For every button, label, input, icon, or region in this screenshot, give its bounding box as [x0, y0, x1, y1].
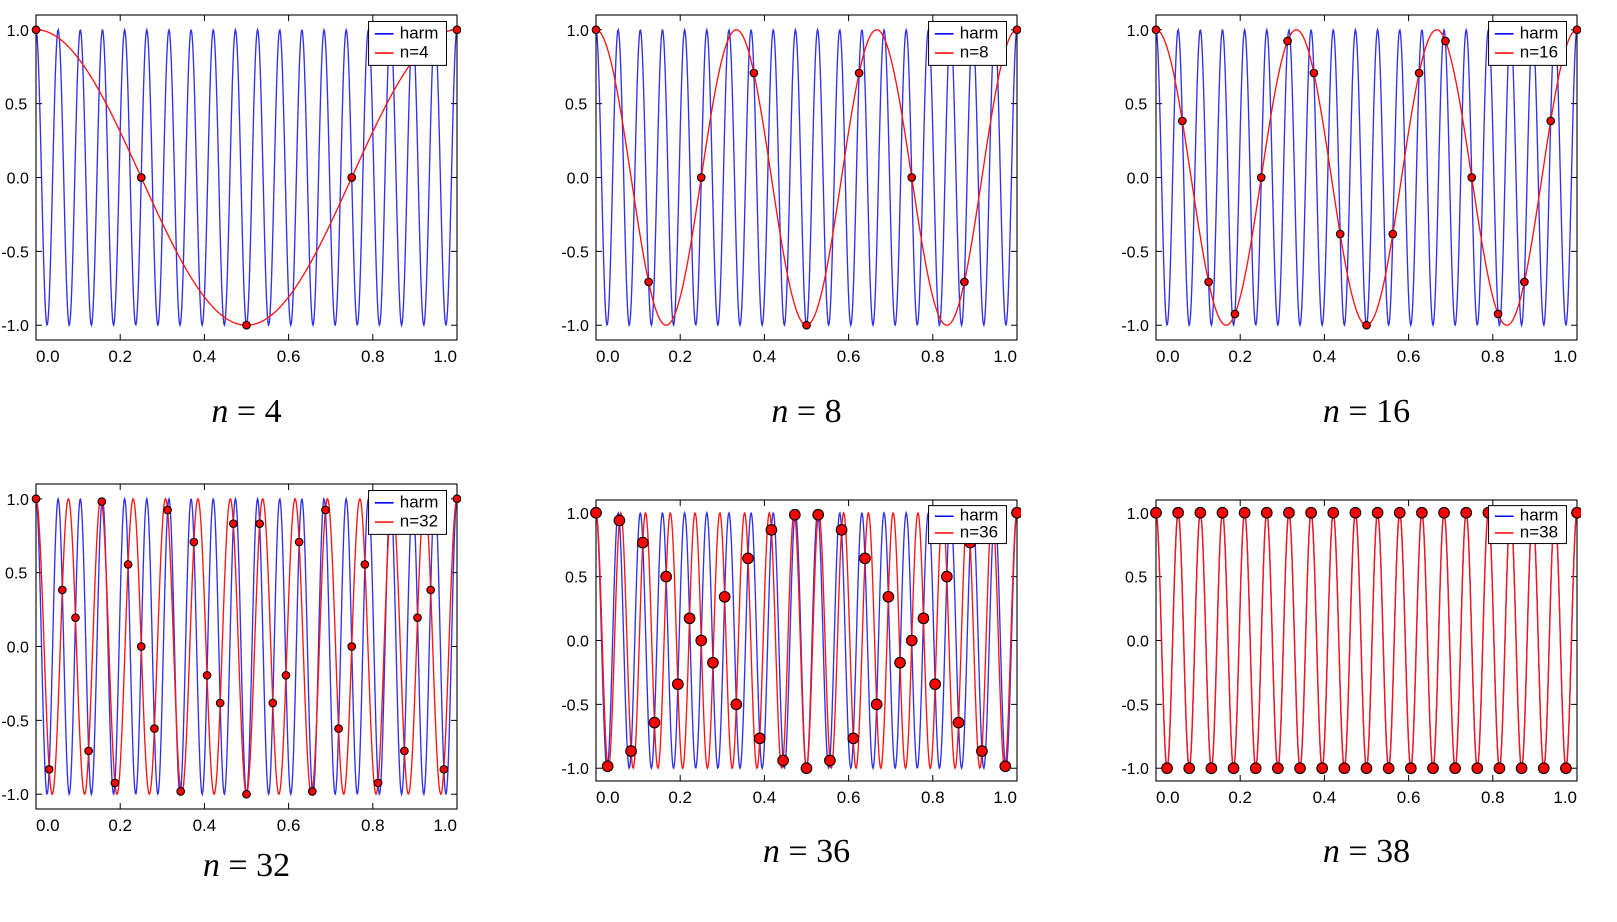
- svg-text:n=8: n=8: [960, 43, 989, 62]
- svg-text:0.5: 0.5: [5, 97, 27, 114]
- svg-text:n=36: n=36: [960, 522, 998, 541]
- svg-text:-0.5: -0.5: [1121, 244, 1149, 261]
- svg-text:0.5: 0.5: [1125, 570, 1147, 587]
- svg-text:-0.5: -0.5: [1121, 697, 1149, 714]
- svg-text:0.4: 0.4: [193, 816, 217, 835]
- svg-text:0.8: 0.8: [1481, 347, 1505, 366]
- svg-text:0.2: 0.2: [1228, 788, 1252, 807]
- svg-text:harm: harm: [400, 23, 439, 42]
- svg-text:0.8: 0.8: [361, 816, 385, 835]
- svg-text:-1.0: -1.0: [561, 318, 589, 335]
- svg-text:1.0: 1.0: [1127, 506, 1149, 523]
- svg-text:0.4: 0.4: [193, 347, 217, 366]
- svg-text:-1.0: -1.0: [561, 761, 589, 778]
- svg-text:n=38: n=38: [1520, 522, 1558, 541]
- svg-text:n=16: n=16: [1520, 43, 1558, 62]
- svg-text:0.5: 0.5: [565, 570, 587, 587]
- svg-text:0.8: 0.8: [361, 347, 385, 366]
- svg-text:0.6: 0.6: [1397, 347, 1421, 366]
- svg-text:1.0: 1.0: [1553, 347, 1577, 366]
- svg-text:0.5: 0.5: [5, 566, 27, 583]
- svg-text:0.6: 0.6: [277, 816, 301, 835]
- svg-text:n=32: n=32: [400, 512, 438, 531]
- svg-text:0.6: 0.6: [277, 347, 301, 366]
- svg-text:0.0: 0.0: [567, 634, 589, 651]
- svg-text:0.0: 0.0: [1156, 347, 1180, 366]
- svg-text:0.8: 0.8: [921, 788, 945, 807]
- svg-text:1.0: 1.0: [433, 816, 457, 835]
- svg-text:0.0: 0.0: [7, 171, 29, 188]
- svg-text:0.0: 0.0: [567, 171, 589, 188]
- svg-text:0.6: 0.6: [837, 347, 861, 366]
- svg-text:harm: harm: [960, 23, 999, 42]
- svg-text:0.0: 0.0: [596, 788, 620, 807]
- svg-text:-1.0: -1.0: [1121, 318, 1149, 335]
- svg-text:0.6: 0.6: [837, 788, 861, 807]
- svg-text:-1.0: -1.0: [1, 318, 29, 335]
- svg-text:n=4: n=4: [400, 43, 429, 62]
- svg-text:0.0: 0.0: [36, 347, 60, 366]
- svg-text:0.4: 0.4: [1313, 788, 1337, 807]
- svg-text:1.0: 1.0: [567, 506, 589, 523]
- svg-text:0.8: 0.8: [1481, 788, 1505, 807]
- svg-text:0.2: 0.2: [108, 347, 132, 366]
- svg-text:0.0: 0.0: [1127, 634, 1149, 651]
- svg-text:-0.5: -0.5: [561, 244, 589, 261]
- svg-text:-0.5: -0.5: [1, 713, 29, 730]
- svg-text:0.0: 0.0: [36, 816, 60, 835]
- svg-text:-0.5: -0.5: [1, 244, 29, 261]
- svg-text:0.0: 0.0: [596, 347, 620, 366]
- svg-text:1.0: 1.0: [7, 23, 29, 40]
- svg-text:0.5: 0.5: [565, 97, 587, 114]
- svg-text:0.5: 0.5: [1125, 97, 1147, 114]
- svg-text:1.0: 1.0: [7, 492, 29, 509]
- svg-text:0.6: 0.6: [1397, 788, 1421, 807]
- svg-text:1.0: 1.0: [993, 788, 1017, 807]
- svg-text:0.0: 0.0: [1156, 788, 1180, 807]
- svg-text:1.0: 1.0: [993, 347, 1017, 366]
- svg-text:0.0: 0.0: [1127, 171, 1149, 188]
- svg-text:0.4: 0.4: [753, 788, 777, 807]
- svg-text:0.4: 0.4: [1313, 347, 1337, 366]
- svg-text:0.0: 0.0: [7, 640, 29, 657]
- svg-text:1.0: 1.0: [433, 347, 457, 366]
- svg-text:0.2: 0.2: [108, 816, 132, 835]
- svg-text:-0.5: -0.5: [561, 697, 589, 714]
- svg-text:0.2: 0.2: [668, 788, 692, 807]
- svg-text:0.2: 0.2: [1228, 347, 1252, 366]
- svg-text:harm: harm: [1520, 23, 1559, 42]
- svg-text:0.8: 0.8: [921, 347, 945, 366]
- svg-text:-1.0: -1.0: [1, 787, 29, 804]
- svg-text:1.0: 1.0: [1553, 788, 1577, 807]
- svg-text:1.0: 1.0: [567, 23, 589, 40]
- svg-text:0.2: 0.2: [668, 347, 692, 366]
- svg-text:1.0: 1.0: [1127, 23, 1149, 40]
- svg-text:0.4: 0.4: [753, 347, 777, 366]
- svg-text:-1.0: -1.0: [1121, 761, 1149, 778]
- svg-text:harm: harm: [400, 492, 439, 511]
